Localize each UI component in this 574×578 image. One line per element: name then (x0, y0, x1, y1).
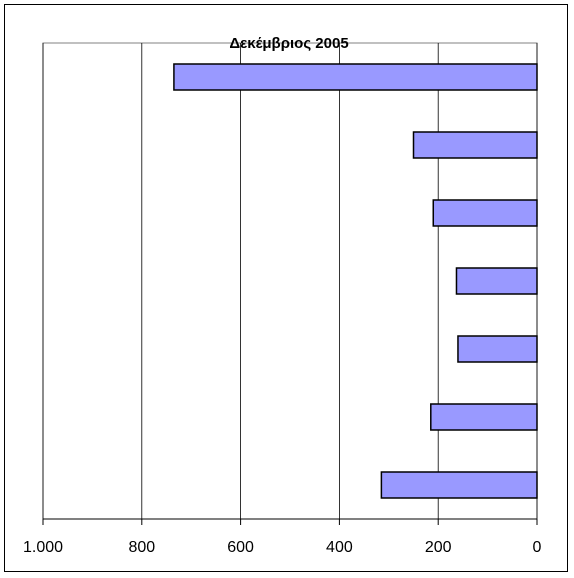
x-tick-label: 800 (128, 539, 155, 556)
bar (173, 63, 538, 91)
x-tick-label: 400 (326, 539, 353, 556)
bar (412, 131, 538, 159)
x-tick-label: 200 (425, 539, 452, 556)
x-tick-label: 0 (533, 539, 542, 556)
bar (430, 403, 538, 431)
bar (432, 199, 538, 227)
chart-title: Δεκέμβριος 2005 (229, 35, 348, 52)
bar (455, 267, 538, 295)
x-tick-label: 600 (227, 539, 254, 556)
x-axis: 1.000 800 600 400 200 0 (23, 518, 542, 556)
x-tick-label: 1.000 (23, 539, 63, 556)
bars (173, 63, 538, 499)
bar (380, 471, 538, 499)
bar (457, 335, 538, 363)
